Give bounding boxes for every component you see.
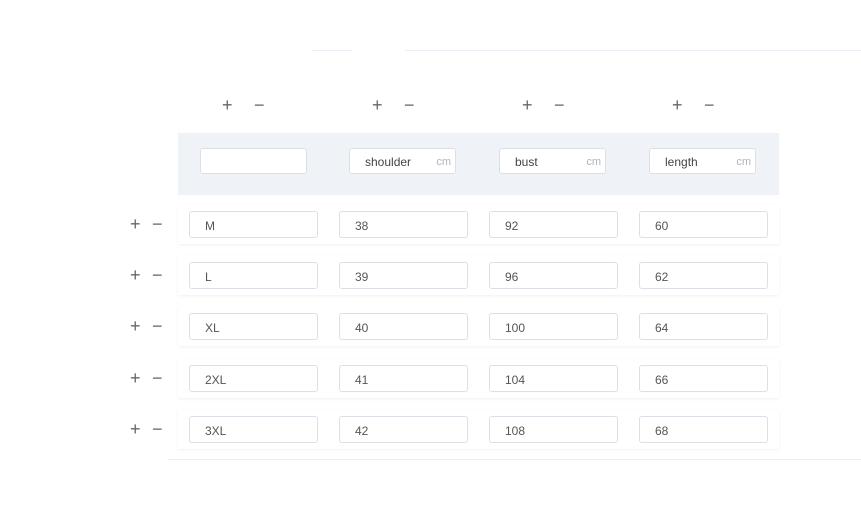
cell-input[interactable]: 104 <box>489 364 618 392</box>
table-row: L 39 96 62 <box>178 256 779 296</box>
unit-label: cm <box>736 156 751 168</box>
add-row-button[interactable]: + <box>130 214 141 234</box>
cell-input[interactable]: 96 <box>489 262 618 290</box>
column-name-input[interactable]: bust cm <box>499 148 606 174</box>
add-row-button[interactable]: + <box>130 265 141 286</box>
add-row-button[interactable]: + <box>130 367 141 388</box>
table-row: M 38 92 60 <box>178 205 779 244</box>
bottom-divider <box>168 459 861 460</box>
remove-row-button[interactable]: − <box>152 367 163 388</box>
add-column-2-button[interactable]: + <box>522 95 533 115</box>
cell-input[interactable]: 66 <box>639 364 768 392</box>
size-table-header: shoulder cm bust cm length cm <box>178 133 779 195</box>
unit-label: cm <box>436 156 451 168</box>
table-row: XL 40 100 64 <box>178 307 779 347</box>
top-divider-short <box>312 50 352 51</box>
column-name: shoulder <box>365 155 412 169</box>
cell-input[interactable]: 39 <box>339 262 468 290</box>
cell-input[interactable]: 42 <box>339 415 468 443</box>
cell-input[interactable]: 41 <box>339 364 468 392</box>
column-name: length <box>665 155 698 169</box>
cell-input[interactable]: 40 <box>339 313 468 341</box>
cell-input[interactable]: 60 <box>639 211 768 238</box>
cell-input[interactable]: M <box>189 211 318 238</box>
add-column-3-button[interactable]: + <box>672 95 683 115</box>
column-name-input[interactable] <box>200 148 307 174</box>
cell-input[interactable]: 38 <box>339 211 468 238</box>
column-name-input[interactable]: shoulder cm <box>349 148 456 174</box>
unit-label: cm <box>586 156 601 168</box>
remove-row-button[interactable]: − <box>152 265 163 286</box>
cell-input[interactable]: L <box>189 262 318 290</box>
add-column-0-button[interactable]: + <box>222 95 233 115</box>
cell-input[interactable]: 64 <box>639 313 768 341</box>
remove-row-button[interactable]: − <box>152 418 163 439</box>
top-divider <box>405 50 861 51</box>
cell-input[interactable]: 100 <box>489 313 618 341</box>
cell-input[interactable]: XL <box>189 313 318 341</box>
table-row: 3XL 42 108 68 <box>178 409 779 449</box>
remove-column-3-button[interactable]: − <box>704 95 715 115</box>
cell-input[interactable]: 62 <box>639 262 768 290</box>
add-row-button[interactable]: + <box>130 418 141 439</box>
cell-input[interactable]: 108 <box>489 415 618 443</box>
cell-input[interactable]: 68 <box>639 415 768 443</box>
add-column-1-button[interactable]: + <box>372 95 383 115</box>
column-name: bust <box>515 155 538 169</box>
cell-input[interactable]: 3XL <box>189 415 318 443</box>
add-row-button[interactable]: + <box>130 316 141 337</box>
remove-column-1-button[interactable]: − <box>404 95 415 115</box>
cell-input[interactable]: 2XL <box>189 364 318 392</box>
remove-row-button[interactable]: − <box>152 316 163 337</box>
table-row: 2XL 41 104 66 <box>178 358 779 398</box>
remove-column-2-button[interactable]: − <box>554 95 565 115</box>
column-name-input[interactable]: length cm <box>649 148 756 174</box>
remove-row-button[interactable]: − <box>152 214 163 234</box>
remove-column-0-button[interactable]: − <box>254 95 265 115</box>
cell-input[interactable]: 92 <box>489 211 618 238</box>
